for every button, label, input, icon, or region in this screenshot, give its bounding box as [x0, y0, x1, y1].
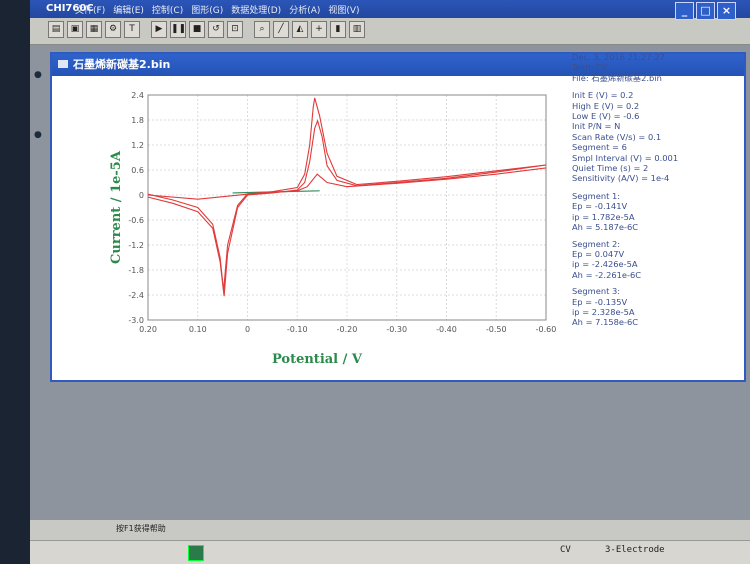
param-line: Smpl Interval (V) = 0.001: [572, 152, 679, 163]
menu-item[interactable]: 文件(F): [75, 6, 106, 16]
param-list: Init E (V) = 0.2 High E (V) = 0.2 Low E (V…: [572, 90, 742, 184]
y-axis-label: Current / 1e-5A: [109, 150, 124, 264]
x-tick-label: 0: [245, 325, 250, 334]
info-file: File: 石墨烯新碳基2.bin: [572, 72, 662, 83]
y-tick-label: 1.2: [131, 141, 144, 150]
cv-chart: 0.20 0.10 0 -0.10 -0.20 -0.30 -0.40 -0.50 -0.602…: [109, 91, 557, 367]
cv-trace-2: [147, 97, 547, 291]
y-tick-label: -3.0: [128, 316, 144, 325]
param-line: Sensitivity (A/V) = 1e-4: [572, 173, 670, 184]
maximize-button[interactable]: □: [696, 2, 715, 20]
y-tick-label: 2.4: [131, 91, 144, 100]
save-icon[interactable]: ▣: [67, 21, 83, 38]
x-tick-label: 0.20: [139, 325, 157, 334]
window-controls: _ □ ×: [675, 2, 736, 20]
param-line: Scan Rate (V/s) = 0.1: [572, 131, 662, 142]
y-tick-label: 1.8: [131, 116, 144, 125]
x-tick-label: 0.10: [189, 325, 207, 334]
x-tick-label: -0.30: [386, 325, 407, 334]
document-title: 石墨烯新碳基2.bin: [73, 58, 171, 71]
menu-item[interactable]: 视图(V): [328, 6, 360, 16]
y-tick-label: -1.8: [128, 266, 144, 275]
segment-ep: Ep = -0.135V: [572, 296, 628, 307]
param-icon[interactable]: T: [124, 21, 140, 38]
app-titlebar: CHI760C: [30, 0, 750, 18]
x-tick-label: -0.60: [536, 325, 557, 334]
zoom-icon[interactable]: ⌕: [254, 21, 270, 38]
status-bar: CV 3-Electrode: [30, 540, 750, 564]
x-tick-label: -0.10: [287, 325, 308, 334]
taskbar-app-icon[interactable]: [188, 545, 204, 561]
param-line: Init P/N = N: [572, 121, 621, 132]
toolbar: ▤ ▣ ▦ ⚙ T ▶ ❚❚ ■ ↺ ⊡ ⌕ ╱ ◭ + ▮ ▥: [30, 18, 750, 45]
segment-ah: Ah = -2.261e-6C: [572, 269, 642, 280]
info-panel: Dec. 3, 2016 21:27:27 Tech: CV File: 石墨烯…: [572, 52, 742, 334]
ir-icon[interactable]: ⊡: [227, 21, 243, 38]
menu-item[interactable]: 分析(A): [289, 6, 321, 16]
y-tick-label: 0: [139, 191, 144, 200]
menu-item[interactable]: 控制(C): [151, 6, 184, 16]
document-titlebar[interactable]: 石墨烯新碳基2.bin: [52, 54, 744, 76]
reverse-icon[interactable]: ↺: [208, 21, 224, 38]
side-marker-icon: ●: [34, 70, 42, 80]
segment-list: Segment 1: Ep = -0.141V ip = 1.782e-5A Ah =…: [572, 191, 742, 334]
run-icon[interactable]: ▶: [151, 21, 167, 38]
menu-bar: 文件(F) 编辑(E) 控制(C) 图形(G) 数据处理(D) 分析(A) 视图(V): [75, 4, 360, 18]
stop-icon[interactable]: ■: [189, 21, 205, 38]
info-tech: Tech: CV: [572, 62, 608, 73]
pause-icon[interactable]: ❚❚: [170, 21, 186, 38]
segment-ip: ip = 1.782e-5A: [572, 211, 635, 222]
palette-icon[interactable]: ▮: [330, 21, 346, 38]
status-electrode: 3-Electrode: [605, 545, 665, 555]
param-line: Segment = 6: [572, 142, 627, 153]
segment-ip: ip = 2.328e-5A: [572, 306, 635, 317]
side-marker-icon: ●: [34, 130, 42, 140]
cv-trace-3: [147, 167, 547, 200]
plot-frame: [147, 94, 547, 321]
segment-title: Segment 3:: [572, 286, 621, 297]
param-line: Low E (V) = -0.6: [572, 111, 640, 122]
x-tick-label: -0.20: [337, 325, 358, 334]
y-tick-label: -2.4: [128, 291, 144, 300]
y-tick-label: -0.6: [128, 216, 144, 225]
info-date: Dec. 3, 2016 21:27:27: [572, 52, 665, 62]
help-hint: 按F1获得帮助: [116, 524, 166, 533]
status-tech: CV: [560, 545, 571, 555]
segment-ep: Ep = 0.047V: [572, 248, 625, 259]
menu-item[interactable]: 图形(G): [191, 6, 224, 16]
param-line: Quiet Time (s) = 2: [572, 163, 649, 174]
open-icon[interactable]: ▤: [48, 21, 64, 38]
segment-title: Segment 1:: [572, 190, 621, 201]
x-axis-label: Potential / V: [272, 352, 363, 367]
segment-ip: ip = -2.426e-5A: [572, 259, 638, 270]
overlay-icon[interactable]: ◭: [292, 21, 308, 38]
x-tick-label: -0.40: [436, 325, 457, 334]
x-tick-label: -0.50: [486, 325, 507, 334]
menu-item[interactable]: 编辑(E): [113, 6, 144, 16]
y-tick-label: -1.2: [128, 241, 144, 250]
param-line: High E (V) = 0.2: [572, 100, 640, 111]
app-title: CHI760C: [46, 3, 94, 14]
close-button[interactable]: ×: [717, 2, 736, 20]
document-window: 石墨烯新碳基2.bin: [50, 52, 746, 382]
minimize-button[interactable]: _: [675, 2, 694, 20]
segment-ep: Ep = -0.141V: [572, 201, 628, 212]
y-tick-label: 0.6: [131, 166, 144, 175]
add-icon[interactable]: +: [311, 21, 327, 38]
segment-title: Segment 2:: [572, 238, 621, 249]
settings-icon[interactable]: ⚙: [105, 21, 121, 38]
chart-icon[interactable]: ▥: [349, 21, 365, 38]
document-icon: [58, 60, 68, 68]
print-icon[interactable]: ▦: [86, 21, 102, 38]
segment-ah: Ah = 7.158e-6C: [572, 317, 639, 328]
segment-ah: Ah = 5.187e-6C: [572, 222, 639, 233]
param-line: Init E (V) = 0.2: [572, 90, 634, 101]
graph-icon[interactable]: ╱: [273, 21, 289, 38]
menu-item[interactable]: 数据处理(D): [231, 6, 282, 16]
